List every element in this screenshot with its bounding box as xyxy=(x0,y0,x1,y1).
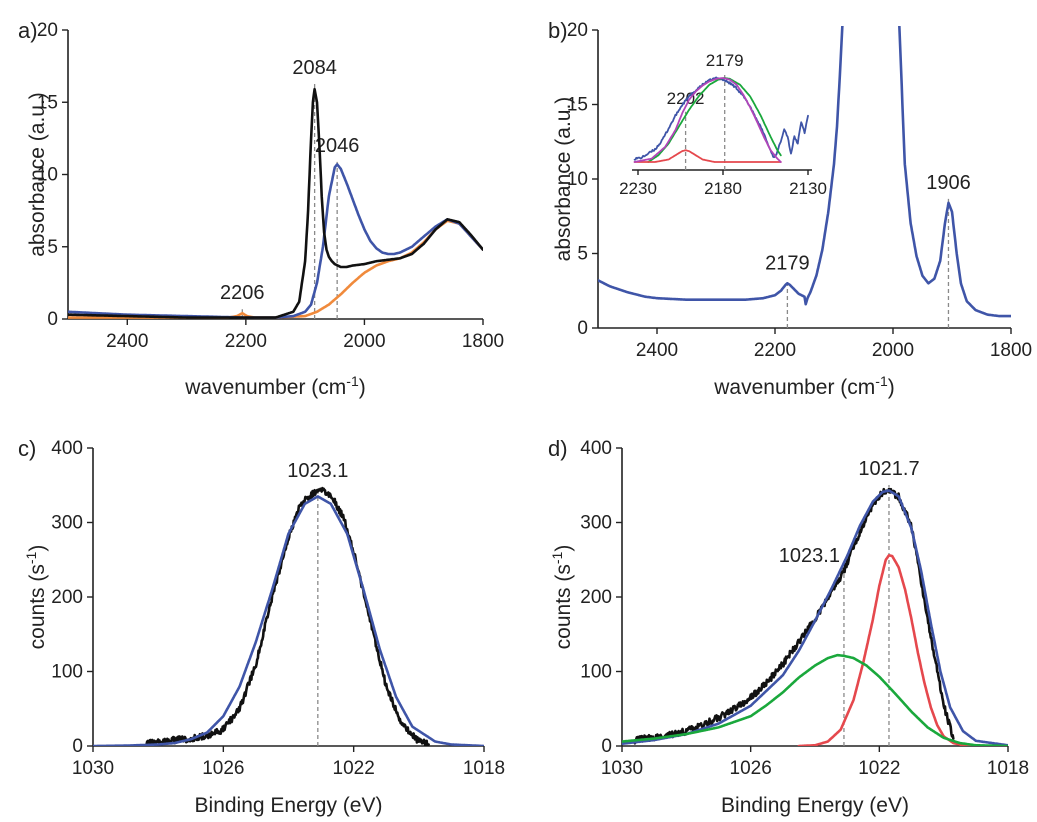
x-axis-title-text: Binding Energy (eV) xyxy=(721,794,909,817)
peak-label: 2084 xyxy=(292,57,337,79)
series-black-line xyxy=(68,87,483,319)
y-axis-title-sup: -1 xyxy=(549,551,565,564)
x-tick-label: 1026 xyxy=(730,758,772,779)
x-tick-label: 2400 xyxy=(106,331,148,352)
y-tick-label: 200 xyxy=(51,587,83,608)
x-axis-title-text: wavenumber (cm xyxy=(713,376,875,399)
y-axis-title-end: ) xyxy=(552,545,575,552)
panel-a: a) 0 5 10 15 20 2400 2200 2000 1800 wavenumber (cm… xyxy=(18,18,504,399)
inset-series-red-line xyxy=(633,149,782,163)
x-tick-label: 1018 xyxy=(463,758,505,779)
y-axis-title-text: counts (s xyxy=(552,564,575,649)
y-tick-label: 100 xyxy=(51,662,83,683)
y-tick-label: 200 xyxy=(580,587,612,608)
x-tick-label: 1030 xyxy=(601,758,643,779)
x-axis-title: Binding Energy (eV) xyxy=(721,794,909,817)
series-blue-line xyxy=(622,489,1008,746)
y-tick-label: 0 xyxy=(72,736,83,757)
y-tick-label: 400 xyxy=(580,438,612,459)
y-tick-label: 0 xyxy=(47,309,58,330)
y-axis-title: absorbance (a.u.) xyxy=(552,97,575,262)
x-axis-title-sup: -1 xyxy=(875,373,888,389)
inset-series-magenta-line xyxy=(633,77,782,163)
series-green-line xyxy=(622,653,1008,746)
x-axis-title-end: ) xyxy=(888,376,895,399)
x-axis-title-end: ) xyxy=(359,376,366,399)
x-axis-title: wavenumber (cm-1) xyxy=(184,373,366,399)
x-axis-title: Binding Energy (eV) xyxy=(195,794,383,817)
y-axis-title: counts (s-1) xyxy=(549,545,575,650)
x-tick-label: 2200 xyxy=(754,340,796,361)
y-tick-label: 0 xyxy=(601,736,612,757)
inset-x-tick-label: 2130 xyxy=(789,179,827,198)
peak-label: 2206 xyxy=(220,282,265,304)
y-axis-title: counts (s-1) xyxy=(23,545,49,650)
x-tick-label: 2200 xyxy=(225,331,267,352)
panel-label: c) xyxy=(18,436,36,461)
panel-label: d) xyxy=(548,436,568,461)
inset-background xyxy=(630,56,830,188)
peak-label: 2179 xyxy=(765,252,810,274)
series-blue-line xyxy=(68,163,483,319)
x-tick-label: 2400 xyxy=(636,340,678,361)
panel-label: b) xyxy=(548,18,568,43)
y-tick-label: 0 xyxy=(577,318,588,339)
series-blue-line xyxy=(93,495,484,746)
series-black-line xyxy=(143,486,430,746)
y-axis-title-sup: -1 xyxy=(23,551,39,564)
y-tick-label: 10 xyxy=(567,169,588,190)
inset-x-tick-label: 2180 xyxy=(704,179,742,198)
y-tick-label: 300 xyxy=(580,513,612,534)
y-tick-label: 5 xyxy=(47,237,58,258)
panel-label: a) xyxy=(18,18,38,43)
x-axis-title-text: wavenumber (cm xyxy=(184,376,346,399)
inset-peak-label: 2179 xyxy=(706,51,744,70)
y-tick-label: 10 xyxy=(37,165,58,186)
y-axis-title: absorbance (a.u.) xyxy=(26,92,49,257)
y-tick-label: 300 xyxy=(51,513,83,534)
x-tick-label: 1022 xyxy=(333,758,375,779)
y-tick-label: 400 xyxy=(51,438,83,459)
y-axis-title-text: counts (s xyxy=(26,564,49,649)
x-axis-title: wavenumber (cm-1) xyxy=(713,373,895,399)
series-orange-line xyxy=(68,219,483,319)
x-tick-label: 1030 xyxy=(72,758,114,779)
x-tick-label: 2000 xyxy=(872,340,914,361)
peak-label: 2046 xyxy=(315,135,360,157)
panel-b: b) 0 5 10 15 20 2400 2200 2000 1800 wavenumber (cm… xyxy=(548,18,1032,399)
peak-label: 1021.7 xyxy=(858,458,919,480)
x-axis-title-text: Binding Energy (eV) xyxy=(195,794,383,817)
y-tick-label: 100 xyxy=(580,662,612,683)
y-tick-label: 15 xyxy=(567,95,588,116)
peak-label: 1023.1 xyxy=(779,545,840,567)
x-tick-label: 1018 xyxy=(987,758,1029,779)
y-axis-title-text: absorbance (a.u.) xyxy=(26,92,49,257)
x-tick-label: 1026 xyxy=(202,758,244,779)
y-tick-label: 5 xyxy=(577,244,588,265)
x-tick-label: 1800 xyxy=(462,331,504,352)
inset-x-tick-label: 2230 xyxy=(619,179,657,198)
panel-c: c) 0 100 200 300 400 1030 1026 1022 1018 Binding E… xyxy=(18,436,505,817)
y-axis-title-end: ) xyxy=(26,545,49,552)
y-tick-label: 20 xyxy=(567,20,588,41)
series-blue-line xyxy=(598,26,1011,318)
peak-label: 1023.1 xyxy=(287,460,348,482)
x-tick-label: 1800 xyxy=(990,340,1032,361)
y-tick-label: 20 xyxy=(37,20,58,41)
y-tick-label: 15 xyxy=(37,92,58,113)
x-axis-title-sup: -1 xyxy=(346,373,359,389)
panel-d: d) 0 100 200 300 400 1030 1026 1022 1018 Binding E… xyxy=(548,436,1029,817)
x-tick-label: 1022 xyxy=(858,758,900,779)
series-red-line xyxy=(797,554,978,746)
x-tick-label: 2000 xyxy=(343,331,385,352)
peak-label: 1906 xyxy=(926,172,971,194)
y-axis-title-text: absorbance (a.u.) xyxy=(552,97,575,262)
inset-series-green-line xyxy=(647,77,782,163)
